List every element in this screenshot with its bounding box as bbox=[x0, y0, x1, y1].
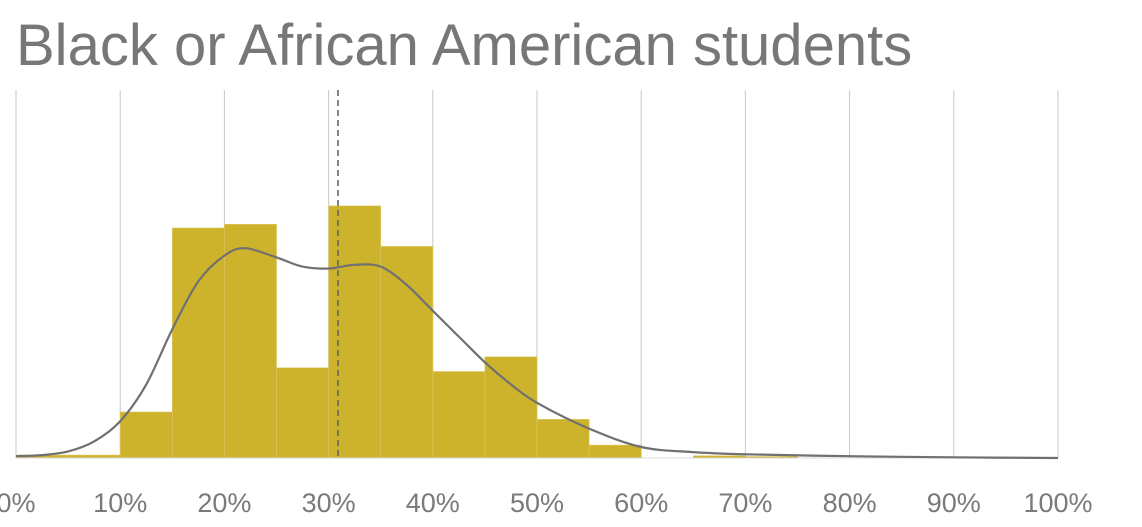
x-tick-label: 40% bbox=[406, 488, 460, 518]
x-tick-label: 90% bbox=[927, 488, 981, 518]
density-curve bbox=[15, 247, 1059, 460]
x-tick-label: 20% bbox=[197, 488, 251, 518]
histogram-bar bbox=[276, 367, 329, 459]
x-tick-label: 60% bbox=[614, 488, 668, 518]
histogram-bars bbox=[15, 205, 1058, 459]
x-tick-label: 80% bbox=[823, 488, 877, 518]
x-tick-label: 30% bbox=[302, 488, 356, 518]
histogram-bar bbox=[224, 224, 277, 459]
histogram-bar bbox=[484, 356, 538, 459]
histogram-bar bbox=[119, 411, 173, 459]
histogram-bar bbox=[172, 227, 225, 459]
x-axis: 0% 10% 20% 30% 40% 50% 60% 70% 80% 90% 100% bbox=[0, 488, 1093, 518]
x-tick-label: 100% bbox=[1023, 488, 1092, 518]
x-tick-label: 50% bbox=[510, 488, 564, 518]
histogram-bar bbox=[588, 444, 642, 459]
x-tick-label: 0% bbox=[0, 488, 36, 518]
x-tick-label: 70% bbox=[718, 488, 772, 518]
histogram-bar bbox=[432, 371, 486, 459]
histogram-bar bbox=[380, 246, 434, 459]
histogram-bar bbox=[328, 205, 382, 459]
chart-title: Black or African American students bbox=[16, 13, 913, 78]
x-tick-label: 10% bbox=[93, 488, 147, 518]
density-curve-group bbox=[15, 247, 1059, 460]
